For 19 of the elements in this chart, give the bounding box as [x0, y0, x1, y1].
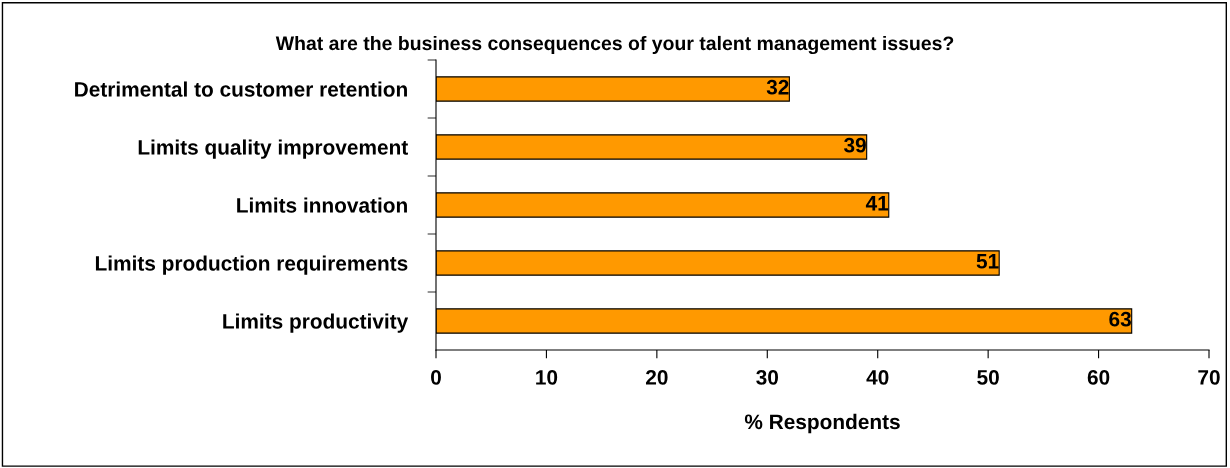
y-tick-label: Detrimental to customer retention — [75, 81, 407, 97]
x-tick-label: 60 — [1087, 369, 1110, 385]
y-tick-label: Limits innovation — [237, 197, 407, 213]
data-label: 32 — [766, 79, 789, 95]
y-tick-label: Limits productivity — [223, 313, 409, 333]
x-tick-label: 10 — [536, 369, 558, 385]
data-label: 51 — [976, 254, 999, 269]
y-tick-label: Limits quality improvement — [138, 139, 408, 159]
x-tick-label: 40 — [866, 369, 889, 385]
chart-title: What are the business consequences of your talent management issues? — [275, 35, 954, 55]
x-tick-label: 0 — [431, 369, 441, 385]
x-tick-label: 30 — [756, 369, 779, 385]
data-label: 63 — [1109, 311, 1131, 327]
data-label: 39 — [843, 137, 866, 153]
x-tick-label: 70 — [1198, 369, 1220, 385]
x-tick-label: 20 — [645, 369, 668, 385]
x-axis-title: % Respondents — [744, 413, 900, 434]
y-tick-label: Limits production requirements — [95, 255, 408, 275]
x-tick-label: 50 — [977, 369, 999, 385]
